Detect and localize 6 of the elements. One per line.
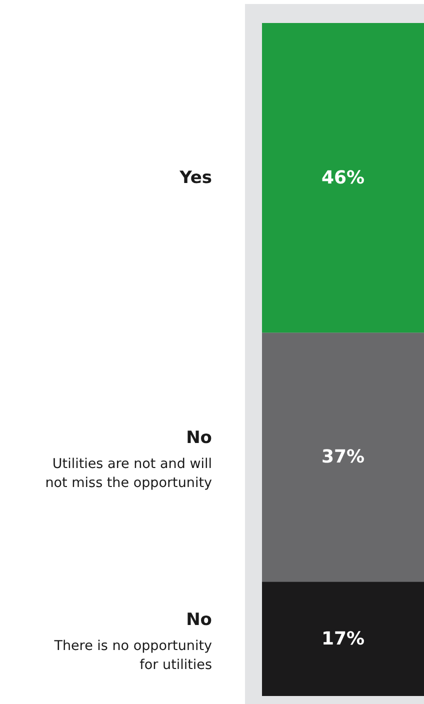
text: Yes <box>178 168 212 188</box>
data-label: 17% <box>321 628 365 650</box>
data-label: 37% <box>321 446 365 468</box>
text: No There is no opportunity for utilities <box>53 610 212 673</box>
data-label: 46% <box>321 167 365 188</box>
text: No Utilities are not and will not miss the opportunity <box>45 428 212 492</box>
